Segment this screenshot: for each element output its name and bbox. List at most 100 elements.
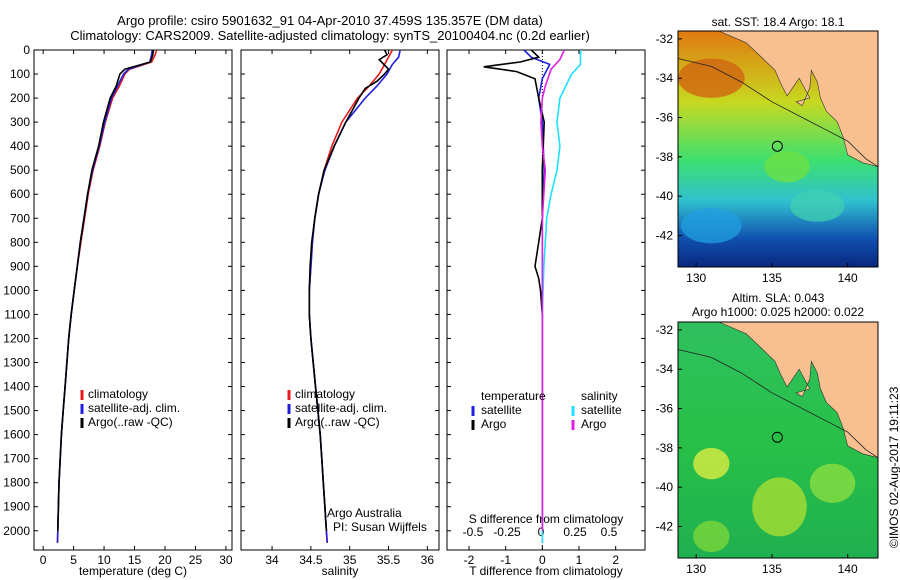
sst-ocean-feature	[790, 190, 845, 222]
diff-legend-label: satellite	[581, 403, 622, 417]
sla-ocean-feature	[693, 520, 730, 553]
sal-diff-label: S difference from climatology	[469, 512, 624, 526]
depth-tick-label: 100	[10, 67, 30, 81]
sst-lat-label: -38	[656, 150, 674, 164]
depth-tick-label: 1500	[3, 404, 30, 418]
sla-map	[677, 321, 879, 559]
depth-tick-label: 1100	[4, 307, 30, 321]
temperature-xtick-label: 15	[128, 553, 142, 567]
sst-lat-label: -36	[656, 111, 674, 125]
temperature-legend-label: climatology	[88, 387, 148, 401]
sla-map-frame	[677, 321, 879, 559]
difference-xtick-label: 0	[539, 553, 546, 567]
salinity-legend-label: Argo(..raw -QC)	[295, 415, 380, 429]
sla-ocean-feature	[809, 463, 856, 503]
sst-lat-label: -34	[656, 71, 674, 85]
temperature-legend-label: Argo(..raw -QC)	[88, 415, 173, 429]
difference-xtick-label: 2	[612, 553, 619, 567]
sst-lon-label: 135	[762, 271, 782, 285]
sst-lon-label: 130	[686, 271, 706, 285]
sla-ocean-feature	[752, 477, 807, 537]
depth-tick-label: 1400	[3, 380, 30, 394]
salinity-xtick-label: 35.5	[377, 553, 401, 567]
depth-tick-label: 600	[10, 187, 30, 201]
sla-lat-label: -42	[656, 520, 674, 534]
depth-tick-label: 300	[10, 115, 30, 129]
figure-title: Argo profile: csiro 5901632_91 04-Apr-20…	[0, 13, 660, 43]
sal-diff-tick-label: 0	[538, 525, 545, 539]
depth-tick-label: 1900	[3, 500, 30, 514]
diff-legend-label: Argo	[481, 417, 507, 431]
depth-tick-label: 500	[10, 163, 30, 177]
temperature-xtick-label: 30	[219, 553, 233, 567]
salinity-xtick-label: 34.5	[299, 553, 323, 567]
sla-lat-label: -32	[656, 323, 674, 337]
temperature-xtick-label: 20	[158, 553, 172, 567]
sal-diff-tick-label: -0.5	[463, 525, 484, 539]
diff-legend-label: satellite	[481, 403, 522, 417]
diff-legend-sal-title: salinity	[581, 389, 618, 403]
sla-lat-label: -34	[656, 362, 674, 376]
difference-series-sal_argo	[540, 49, 566, 531]
sst-lat-label: -32	[656, 32, 674, 46]
credit-text: ©IMOS 02-Aug-2017 19:11:23	[887, 386, 900, 548]
depth-tick-label: 2000	[3, 524, 30, 538]
diff-legend-temp-title: temperature	[481, 389, 546, 403]
depth-tick-label: 1300	[3, 356, 30, 370]
depth-tick-label: 1200	[3, 331, 30, 345]
sla-lon-label: 140	[838, 562, 858, 576]
sal-diff-tick-label: 0.25	[563, 525, 587, 539]
sst-land	[678, 30, 879, 168]
temperature-xlabel: temperature (deg C)	[79, 564, 187, 578]
salinity-xtick-label: 34	[265, 553, 279, 567]
depth-tick-label: 1800	[3, 476, 30, 490]
salinity-legend-label: climatology	[295, 387, 355, 401]
temperature-xtick-label: 0	[40, 553, 47, 567]
annotation-line-2: PI: Susan Wijffels	[333, 520, 427, 534]
sst-ocean-feature	[678, 58, 745, 98]
sst-argo-marker	[771, 140, 783, 152]
temperature-plot-frame	[33, 49, 233, 551]
depth-tick-label: 1000	[3, 283, 30, 297]
sst-ocean-feature	[681, 208, 742, 244]
sla-title-line-2: Argo h1000: 0.025 h2000: 0.022	[691, 305, 865, 319]
difference-xtick-label: -2	[464, 553, 475, 567]
sla-ocean-feature	[693, 447, 730, 480]
title-line-1: Argo profile: csiro 5901632_91 04-Apr-20…	[117, 13, 543, 28]
difference-xtick-label: -1	[500, 553, 511, 567]
temperature-series-argo	[57, 49, 155, 531]
annotation-line-1: Argo Australia	[327, 506, 402, 520]
temperature-legend-label: satellite-adj. clim.	[88, 401, 180, 415]
sst-ocean-feature	[764, 150, 810, 183]
salinity-xtick-label: 36	[421, 553, 435, 567]
difference-plot-frame	[446, 49, 646, 551]
salinity-legend-label: satellite-adj. clim.	[295, 401, 387, 415]
sla-lat-label: -40	[656, 480, 674, 494]
sla-lon-label: 130	[686, 562, 706, 576]
temperature-xtick-label: 5	[70, 553, 77, 567]
temperature-xtick-label: 10	[97, 553, 111, 567]
sst-lat-label: -40	[656, 189, 674, 203]
sst-lon-label: 140	[838, 271, 858, 285]
sla-depth-contour	[677, 349, 879, 459]
depth-tick-label: 400	[10, 139, 30, 153]
salinity-xlabel: salinity	[322, 564, 359, 578]
sst-depth-contour	[677, 58, 879, 168]
depth-tick-label: 200	[10, 91, 30, 105]
temperature-xtick-label: 25	[189, 553, 203, 567]
sla-lat-label: -38	[656, 441, 674, 455]
sst-map	[677, 30, 879, 268]
depth-tick-label: 1700	[3, 452, 30, 466]
title-line-2: Climatology: CARS2009. Satellite-adjuste…	[70, 28, 590, 43]
depth-tick-label: 800	[10, 235, 30, 249]
sla-land	[678, 321, 879, 459]
depth-tick-label: 900	[10, 259, 30, 273]
sst-map-title: sat. SST: 18.4 Argo: 18.1	[711, 15, 845, 29]
sal-diff-tick-label: -0.25	[493, 525, 521, 539]
sst-lat-label: -42	[656, 229, 674, 243]
sla-lat-label: -36	[656, 402, 674, 416]
depth-tick-label: 0	[23, 43, 30, 57]
depth-tick-label: 700	[10, 211, 30, 225]
difference-xtick-label: 1	[576, 553, 583, 567]
